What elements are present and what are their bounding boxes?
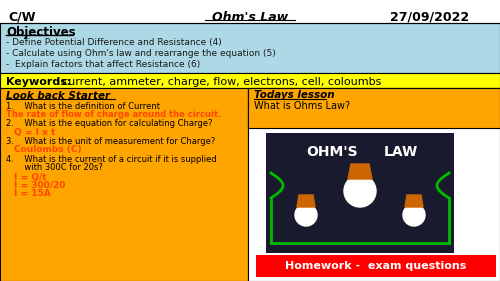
Text: The rate of flow of charge around the circuit.: The rate of flow of charge around the ci… — [6, 110, 222, 119]
Text: Objectives: Objectives — [6, 26, 75, 39]
FancyBboxPatch shape — [266, 133, 454, 253]
Text: 3.    What is the unit of measurement for Charge?: 3. What is the unit of measurement for C… — [6, 137, 216, 146]
Text: 27/09/2022: 27/09/2022 — [390, 11, 469, 24]
Text: OHM'S: OHM'S — [306, 145, 358, 159]
Polygon shape — [405, 195, 423, 207]
Text: What is Ohms Law?: What is Ohms Law? — [254, 101, 350, 111]
FancyBboxPatch shape — [256, 255, 496, 277]
Text: -  Explain factors that affect Resistance (6): - Explain factors that affect Resistance… — [6, 60, 200, 69]
Text: with 300C for 20s?: with 300C for 20s? — [6, 163, 103, 172]
FancyBboxPatch shape — [248, 88, 500, 281]
Text: C/W: C/W — [8, 11, 36, 24]
Circle shape — [295, 204, 317, 226]
Circle shape — [344, 175, 376, 207]
Text: 4.    What is the current of a circuit if it is supplied: 4. What is the current of a circuit if i… — [6, 155, 217, 164]
Text: Homework -  exam questions: Homework - exam questions — [286, 261, 467, 271]
Text: 2.    What is the equation for calculating Charge?: 2. What is the equation for calculating … — [6, 119, 212, 128]
Polygon shape — [297, 195, 315, 207]
Text: Coulombs (C): Coulombs (C) — [14, 145, 82, 154]
Circle shape — [403, 204, 425, 226]
Text: Look back Starter: Look back Starter — [6, 91, 110, 101]
Text: Keywords:: Keywords: — [6, 77, 75, 87]
FancyBboxPatch shape — [0, 73, 500, 88]
Text: current, ammeter, charge, flow, electrons, cell, coloumbs: current, ammeter, charge, flow, electron… — [62, 77, 382, 87]
Text: I = 15A: I = 15A — [14, 189, 51, 198]
FancyBboxPatch shape — [0, 23, 500, 73]
Text: - Define Potential Difference and Resistance (4): - Define Potential Difference and Resist… — [6, 38, 222, 47]
FancyBboxPatch shape — [0, 88, 248, 281]
Text: Ohm's Law: Ohm's Law — [212, 11, 288, 24]
Polygon shape — [348, 164, 372, 179]
Text: I = Q/t: I = Q/t — [14, 173, 46, 182]
Text: I = 300/20: I = 300/20 — [14, 181, 66, 190]
Text: Todays lesson: Todays lesson — [254, 90, 334, 100]
Text: 1.    What is the definition of Current: 1. What is the definition of Current — [6, 102, 160, 111]
Text: LAW: LAW — [384, 145, 418, 159]
Text: Q = I x t: Q = I x t — [14, 128, 56, 137]
Text: - Calculate using Ohm's law and rearrange the equation (5): - Calculate using Ohm's law and rearrang… — [6, 49, 276, 58]
FancyBboxPatch shape — [248, 88, 500, 128]
